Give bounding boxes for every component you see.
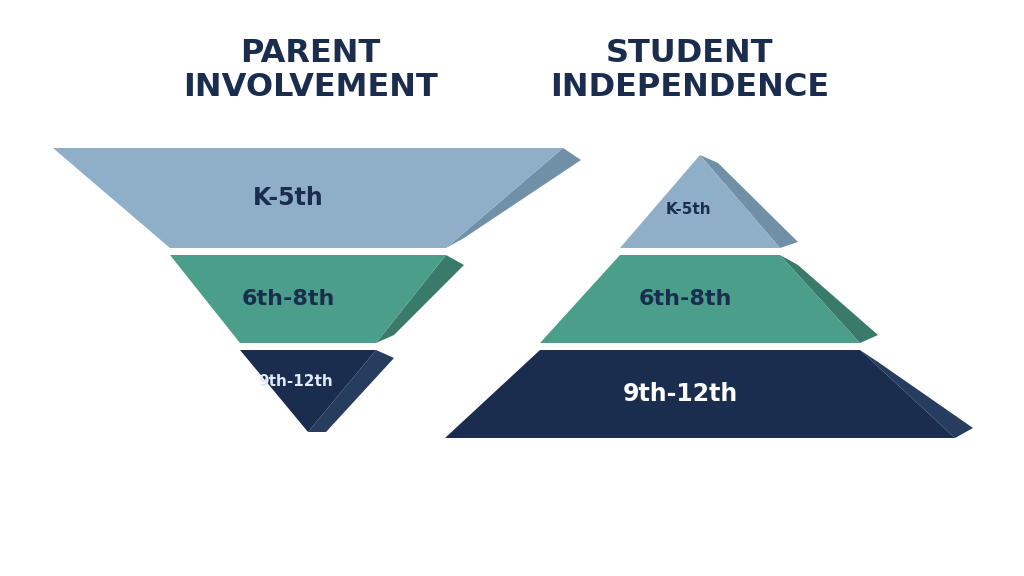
Text: 6th-8th: 6th-8th: [242, 289, 335, 309]
Polygon shape: [860, 350, 973, 438]
Polygon shape: [376, 255, 464, 343]
Text: 9th-12th: 9th-12th: [259, 374, 334, 389]
Polygon shape: [170, 255, 446, 343]
Polygon shape: [445, 350, 955, 438]
Polygon shape: [53, 148, 563, 248]
Polygon shape: [700, 155, 798, 248]
Text: K-5th: K-5th: [253, 186, 324, 210]
Polygon shape: [308, 350, 394, 432]
Text: 9th-12th: 9th-12th: [623, 382, 737, 406]
Polygon shape: [240, 350, 376, 432]
Text: PARENT: PARENT: [240, 38, 380, 69]
Polygon shape: [446, 148, 581, 248]
Text: INDEPENDENCE: INDEPENDENCE: [551, 72, 829, 103]
Text: INVOLVEMENT: INVOLVEMENT: [182, 72, 437, 103]
Polygon shape: [540, 255, 860, 343]
Text: 6th-8th: 6th-8th: [638, 289, 732, 309]
Text: STUDENT: STUDENT: [606, 38, 774, 69]
Polygon shape: [780, 255, 878, 343]
Text: K-5th: K-5th: [666, 202, 711, 217]
Polygon shape: [620, 155, 780, 248]
